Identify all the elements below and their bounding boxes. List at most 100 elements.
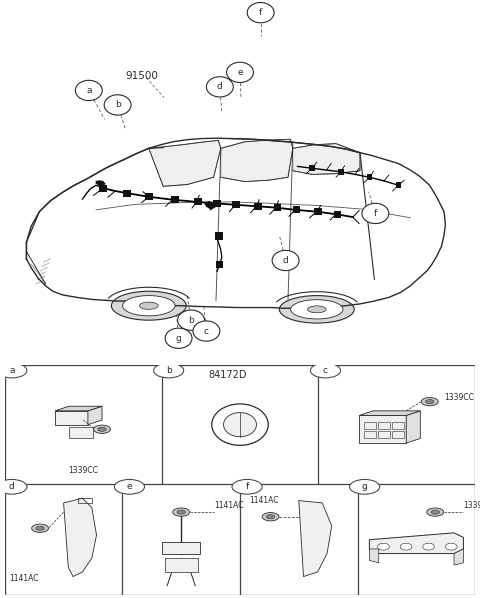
Polygon shape xyxy=(406,411,420,443)
Circle shape xyxy=(32,524,48,532)
Text: d: d xyxy=(283,256,288,265)
Circle shape xyxy=(206,77,233,97)
Bar xyxy=(254,203,262,210)
Text: c: c xyxy=(204,327,209,335)
Circle shape xyxy=(421,398,438,406)
Circle shape xyxy=(227,62,253,83)
Text: a: a xyxy=(9,366,14,375)
Circle shape xyxy=(173,508,190,516)
Text: 1339CC: 1339CC xyxy=(68,466,98,475)
Circle shape xyxy=(94,425,110,434)
Polygon shape xyxy=(204,201,216,210)
Bar xyxy=(232,201,240,208)
Text: 1339CC: 1339CC xyxy=(464,501,480,510)
Bar xyxy=(396,182,401,188)
Text: b: b xyxy=(188,316,194,325)
Polygon shape xyxy=(95,180,106,187)
Bar xyxy=(309,165,315,171)
Circle shape xyxy=(349,480,380,494)
Polygon shape xyxy=(370,533,464,554)
Polygon shape xyxy=(370,549,379,563)
Text: d: d xyxy=(217,83,223,91)
Circle shape xyxy=(75,80,102,100)
Ellipse shape xyxy=(423,543,434,550)
Text: b: b xyxy=(115,100,120,109)
Bar xyxy=(392,422,404,429)
Text: e: e xyxy=(127,483,132,492)
Circle shape xyxy=(431,510,440,514)
Text: f: f xyxy=(374,209,377,218)
Bar xyxy=(123,190,131,197)
Text: g: g xyxy=(362,483,368,492)
Polygon shape xyxy=(293,144,360,175)
Circle shape xyxy=(266,515,275,519)
Polygon shape xyxy=(88,406,102,425)
Polygon shape xyxy=(162,542,200,554)
Bar xyxy=(171,196,179,203)
Circle shape xyxy=(425,399,434,404)
Ellipse shape xyxy=(122,295,175,316)
Text: e: e xyxy=(237,68,243,77)
Circle shape xyxy=(0,363,27,378)
Ellipse shape xyxy=(290,300,343,319)
Text: f: f xyxy=(259,8,262,17)
Polygon shape xyxy=(69,427,93,438)
Bar xyxy=(216,261,223,268)
Text: 84172D: 84172D xyxy=(208,370,247,380)
Circle shape xyxy=(311,363,340,378)
Text: c: c xyxy=(323,366,328,375)
Text: 1141AC: 1141AC xyxy=(250,496,279,505)
Bar xyxy=(378,431,390,438)
Circle shape xyxy=(232,480,262,494)
Circle shape xyxy=(262,512,279,521)
Bar xyxy=(392,431,404,438)
Bar xyxy=(293,206,300,213)
Polygon shape xyxy=(165,558,198,572)
Polygon shape xyxy=(149,141,221,187)
Polygon shape xyxy=(55,411,88,425)
Text: 91500: 91500 xyxy=(126,71,158,81)
Circle shape xyxy=(98,427,106,431)
Ellipse shape xyxy=(400,543,412,550)
Text: f: f xyxy=(245,483,249,492)
Bar xyxy=(314,208,322,215)
Text: 1339CC: 1339CC xyxy=(444,392,474,401)
Polygon shape xyxy=(55,406,102,411)
Circle shape xyxy=(36,526,44,530)
Ellipse shape xyxy=(139,302,158,309)
Circle shape xyxy=(165,328,192,349)
Bar xyxy=(274,204,281,211)
Circle shape xyxy=(177,510,185,514)
Circle shape xyxy=(247,2,274,23)
Circle shape xyxy=(0,480,27,494)
Polygon shape xyxy=(221,139,293,182)
Text: b: b xyxy=(166,366,171,375)
Ellipse shape xyxy=(378,543,389,550)
Ellipse shape xyxy=(445,543,457,550)
Ellipse shape xyxy=(307,306,326,313)
Bar xyxy=(367,175,372,180)
Bar xyxy=(364,422,376,429)
Text: d: d xyxy=(9,483,15,492)
Bar xyxy=(99,185,107,192)
Bar xyxy=(338,169,344,175)
Circle shape xyxy=(114,480,144,494)
Text: 1141AC: 1141AC xyxy=(10,575,39,584)
Ellipse shape xyxy=(279,295,354,323)
Bar xyxy=(334,210,341,218)
Circle shape xyxy=(178,310,204,330)
Bar xyxy=(213,200,221,207)
Ellipse shape xyxy=(224,413,256,437)
Polygon shape xyxy=(359,416,406,443)
Circle shape xyxy=(362,203,389,224)
Ellipse shape xyxy=(212,404,268,446)
Polygon shape xyxy=(454,549,464,565)
Circle shape xyxy=(427,508,444,516)
Bar xyxy=(145,193,153,200)
Polygon shape xyxy=(63,498,96,576)
Bar xyxy=(78,498,92,503)
Circle shape xyxy=(193,321,220,341)
Circle shape xyxy=(272,251,299,271)
Text: g: g xyxy=(176,334,181,343)
Bar xyxy=(215,232,223,240)
